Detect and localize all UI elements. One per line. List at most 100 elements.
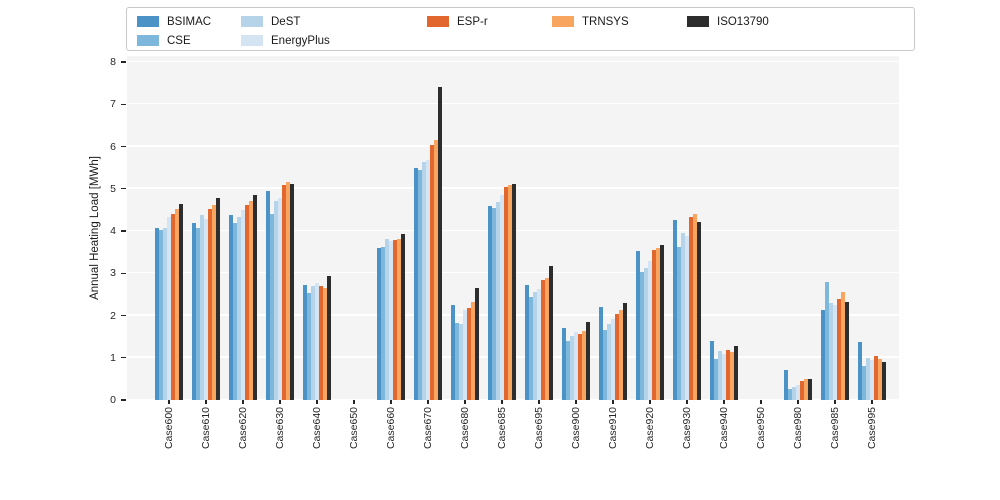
bar-EnergyPlus-Case910 — [611, 318, 615, 400]
bar-CSE-Case995 — [862, 366, 866, 400]
bar-TRNSYS-Case670 — [434, 140, 438, 400]
bar-DeST-Case660 — [385, 238, 389, 400]
legend-label-iso13790: ISO13790 — [717, 15, 769, 28]
bar-TRNSYS-Case980 — [804, 378, 808, 400]
plot-area — [127, 56, 899, 400]
x-tick-mark-Case660 — [390, 400, 392, 404]
bar-group-Case695 — [525, 56, 553, 400]
y-tick-mark-8 — [121, 61, 126, 63]
bar-BSIMAC-Case660 — [377, 247, 381, 400]
x-tick-mark-Case685 — [501, 400, 503, 404]
bar-ISO13790-Case910 — [623, 302, 627, 400]
bar-DeST-Case985 — [829, 302, 833, 400]
y-tick-label-6: 6 — [110, 140, 116, 153]
y-tick-label-5: 5 — [110, 182, 116, 195]
x-tick-mark-Case670 — [427, 400, 429, 404]
x-tick-mark-Case650 — [353, 400, 355, 404]
bar-TRNSYS-Case940 — [730, 352, 734, 400]
legend-label-energyplus: EnergyPlus — [271, 34, 330, 47]
bar-EnergyPlus-Case680 — [463, 310, 467, 400]
x-tick-label-Case995: Case995 — [866, 407, 878, 450]
y-tick-mark-1 — [121, 357, 126, 359]
x-tick-mark-Case680 — [464, 400, 466, 404]
bar-BSIMAC-Case985 — [821, 310, 825, 400]
legend-swatch-energyplus — [241, 35, 263, 46]
legend-swatch-espr — [427, 16, 449, 27]
bar-BSIMAC-Case685 — [488, 206, 492, 400]
bar-DeST-Case995 — [866, 357, 870, 400]
bar-DeST-Case685 — [496, 201, 500, 400]
bar-EnergyPlus-Case980 — [796, 385, 800, 400]
bar-group-Case995 — [858, 56, 886, 400]
bar-TRNSYS-Case620 — [249, 201, 253, 400]
bar-ESP-r-Case660 — [393, 239, 397, 400]
legend-item-espr: ESP-r — [427, 13, 552, 30]
bar-TRNSYS-Case695 — [545, 278, 549, 400]
bar-ESP-r-Case995 — [874, 355, 878, 400]
bar-TRNSYS-Case985 — [841, 292, 845, 400]
x-tick-mark-Case980 — [797, 400, 799, 404]
bar-DeST-Case910 — [607, 323, 611, 400]
x-tick-mark-Case900 — [575, 400, 577, 404]
bar-group-Case610 — [192, 56, 220, 400]
y-tick-mark-5 — [121, 188, 126, 190]
x-tick-mark-Case610 — [205, 400, 207, 404]
x-tick-mark-Case940 — [723, 400, 725, 404]
x-tick-label-Case600: Case600 — [163, 407, 175, 450]
bar-CSE-Case920 — [640, 272, 644, 400]
bar-ESP-r-Case640 — [319, 285, 323, 400]
bar-ISO13790-Case610 — [216, 198, 220, 400]
bar-BSIMAC-Case940 — [710, 341, 714, 400]
x-tick-label-Case640: Case640 — [311, 407, 323, 450]
bar-EnergyPlus-Case940 — [722, 353, 726, 400]
bar-BSIMAC-Case910 — [599, 306, 603, 400]
bar-ESP-r-Case630 — [282, 184, 286, 400]
y-tick-mark-3 — [121, 272, 126, 274]
bar-ISO13790-Case670 — [438, 86, 442, 400]
x-tick-mark-Case630 — [279, 400, 281, 404]
bar-BSIMAC-Case630 — [266, 191, 270, 400]
x-tick-mark-Case995 — [871, 400, 873, 404]
legend-label-bsimac: BSIMAC — [167, 15, 212, 28]
x-tick-label-Case630: Case630 — [274, 407, 286, 450]
bar-group-Case920 — [636, 56, 664, 400]
bar-ISO13790-Case640 — [327, 276, 331, 400]
x-tick-label-Case680: Case680 — [459, 407, 471, 450]
bar-DeST-Case630 — [274, 201, 278, 400]
bar-DeST-Case600 — [163, 228, 167, 400]
bar-DeST-Case930 — [681, 232, 685, 400]
legend-item-bsimac: BSIMAC — [137, 13, 241, 30]
bar-group-Case985 — [821, 56, 849, 400]
x-tick-label-Case980: Case980 — [792, 407, 804, 450]
bar-EnergyPlus-Case660 — [389, 241, 393, 400]
bar-DeST-Case640 — [311, 285, 315, 400]
bar-DeST-Case670 — [422, 162, 426, 400]
bar-ISO13790-Case620 — [253, 195, 257, 400]
bar-EnergyPlus-Case670 — [426, 159, 430, 400]
x-tick-label-Case660: Case660 — [385, 407, 397, 450]
x-tick-mark-Case695 — [538, 400, 540, 404]
bar-CSE-Case980 — [788, 389, 792, 400]
x-tick-mark-Case640 — [316, 400, 318, 404]
bar-ISO13790-Case695 — [549, 265, 553, 400]
bar-ISO13790-Case940 — [734, 345, 738, 400]
bar-CSE-Case630 — [270, 214, 274, 400]
y-tick-mark-0 — [121, 399, 126, 401]
bar-BSIMAC-Case670 — [414, 168, 418, 400]
bar-CSE-Case940 — [714, 358, 718, 400]
y-tick-mark-7 — [121, 103, 126, 105]
legend-item-cse: CSE — [137, 32, 241, 49]
bar-EnergyPlus-Case600 — [167, 216, 171, 400]
bar-group-Case685 — [488, 56, 516, 400]
bar-ESP-r-Case930 — [689, 217, 693, 400]
y-tick-label-1: 1 — [110, 351, 116, 364]
gridline-y-6 — [127, 145, 899, 147]
bar-ESP-r-Case695 — [541, 280, 545, 400]
bar-DeST-Case980 — [792, 387, 796, 400]
bar-TRNSYS-Case900 — [582, 331, 586, 400]
bar-EnergyPlus-Case620 — [241, 210, 245, 400]
bar-ISO13790-Case600 — [179, 203, 183, 400]
legend-swatch-dest — [241, 16, 263, 27]
bar-ISO13790-Case685 — [512, 183, 516, 400]
